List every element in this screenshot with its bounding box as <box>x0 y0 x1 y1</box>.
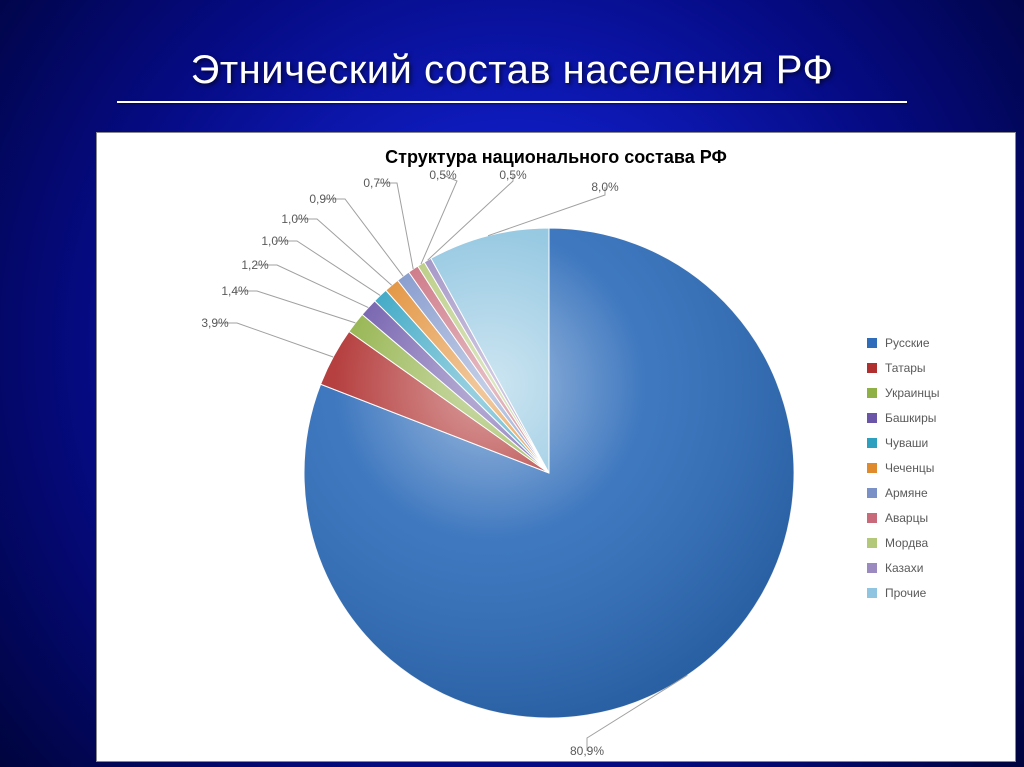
legend-swatch <box>867 588 877 598</box>
chart-title: Структура национального состава РФ <box>97 147 1015 168</box>
legend-item: Башкиры <box>867 411 997 425</box>
legend-item: Мордва <box>867 536 997 550</box>
legend-label: Казахи <box>885 561 923 575</box>
callout-label: 1,0% <box>261 234 288 248</box>
legend-swatch <box>867 563 877 573</box>
pie-container <box>299 223 799 723</box>
callout-label: 8,0% <box>591 180 618 194</box>
legend-swatch <box>867 338 877 348</box>
callout-label: 1,2% <box>241 258 268 272</box>
presentation-slide: Этнический состав населения РФ Структура… <box>0 0 1024 767</box>
legend: Русские Татары Украинцы Башкиры Чуваши Чеченц… <box>867 325 997 611</box>
legend-label: Чеченцы <box>885 461 934 475</box>
legend-swatch <box>867 513 877 523</box>
legend-swatch <box>867 438 877 448</box>
legend-item: Татары <box>867 361 997 375</box>
legend-item: Чеченцы <box>867 461 997 475</box>
legend-item: Аварцы <box>867 511 997 525</box>
legend-swatch <box>867 388 877 398</box>
callout-label: 80,9% <box>570 744 604 758</box>
chart-card: Структура национального состава РФ 80,9%… <box>96 132 1016 762</box>
callout-label: 0,5% <box>499 168 526 182</box>
legend-item: Украинцы <box>867 386 997 400</box>
legend-swatch <box>867 363 877 373</box>
legend-swatch <box>867 488 877 498</box>
legend-label: Татары <box>885 361 926 375</box>
legend-label: Армяне <box>885 486 928 500</box>
slide-title: Этнический состав населения РФ <box>0 0 1024 93</box>
legend-swatch <box>867 413 877 423</box>
legend-label: Мордва <box>885 536 928 550</box>
legend-item: Чуваши <box>867 436 997 450</box>
callout-label: 3,9% <box>201 316 228 330</box>
legend-label: Башкиры <box>885 411 936 425</box>
legend-item: Русские <box>867 336 997 350</box>
legend-label: Украинцы <box>885 386 940 400</box>
legend-label: Русские <box>885 336 930 350</box>
callout-label: 1,4% <box>221 284 248 298</box>
callout-label: 0,5% <box>429 168 456 182</box>
legend-label: Чуваши <box>885 436 928 450</box>
legend-swatch <box>867 538 877 548</box>
callout-label: 1,0% <box>281 212 308 226</box>
pie-chart <box>299 223 799 723</box>
legend-item: Армяне <box>867 486 997 500</box>
legend-item: Казахи <box>867 561 997 575</box>
callout-label: 0,7% <box>363 176 390 190</box>
legend-label: Аварцы <box>885 511 928 525</box>
legend-item: Прочие <box>867 586 997 600</box>
callout-label: 0,9% <box>309 192 336 206</box>
legend-swatch <box>867 463 877 473</box>
title-underline <box>117 101 907 103</box>
legend-label: Прочие <box>885 586 926 600</box>
